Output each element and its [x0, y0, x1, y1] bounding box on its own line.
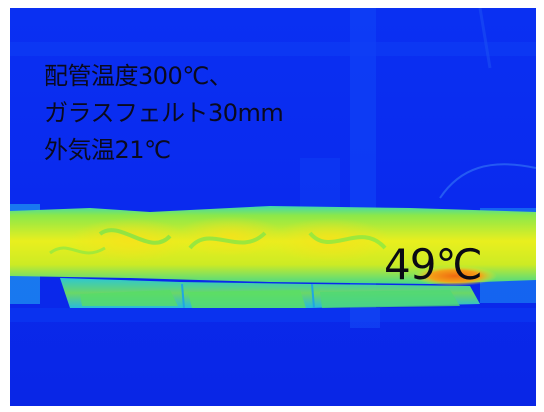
- pipe-texture-4: [49, 246, 106, 255]
- caption-insulation: ガラスフェルト30mm: [44, 99, 284, 127]
- pipe-texture-3: [308, 231, 387, 250]
- pipe-texture-1: [98, 228, 172, 245]
- support-bracket: [350, 308, 380, 328]
- pipe-texture-2: [188, 231, 267, 250]
- caption-ambient-temperature: 外気温21℃: [44, 136, 171, 164]
- hot-spot: [413, 266, 497, 286]
- background-beam-top: [10, 42, 536, 56]
- surface-temperature-readout: 49℃: [384, 240, 483, 289]
- thermal-scene: [10, 8, 536, 406]
- lower-segment-2: [188, 290, 306, 308]
- pipe-warm-area-1: [70, 218, 190, 262]
- thermal-image: 配管温度300℃、 ガラスフェルト30mm 外気温21℃ 49℃: [10, 8, 536, 406]
- background-cable-2: [478, 8, 492, 69]
- caption-pipe-temperature: 配管温度300℃、: [44, 62, 233, 90]
- measurement-caption: 配管温度300℃、 ガラスフェルト30mm 外気温21℃: [44, 58, 284, 169]
- lower-segment-1: [80, 290, 178, 306]
- background-cable: [439, 163, 536, 199]
- pipe-warm-area-2: [175, 216, 285, 256]
- lower-seam-1: [181, 283, 185, 309]
- pipe-shadow: [10, 308, 536, 322]
- background-panel: [300, 158, 340, 208]
- lower-segment-3: [320, 290, 460, 308]
- lower-seam-2: [311, 283, 315, 309]
